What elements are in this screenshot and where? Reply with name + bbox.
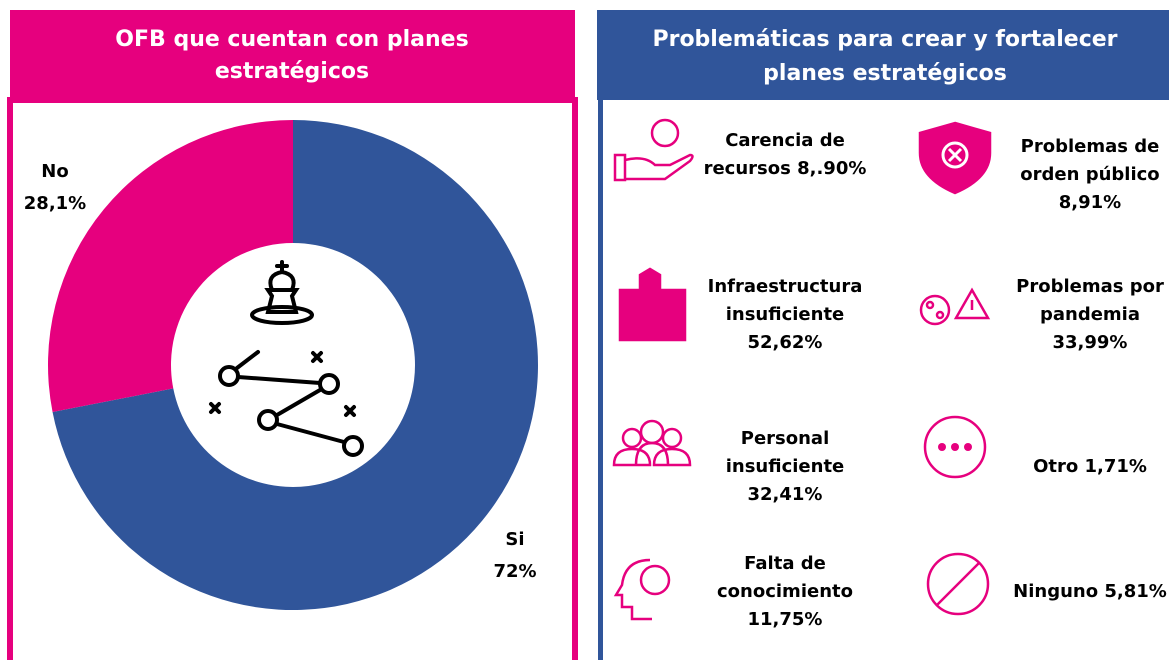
item-text: pandemia [1040, 304, 1140, 325]
item-text: orden público [1020, 164, 1159, 185]
item-text: insuficiente [726, 456, 845, 477]
item-text: 11,75% [748, 609, 823, 630]
problems-title-line: Problemáticas para crear y fortalecer [652, 27, 1117, 52]
item-text: Ninguno 5,81% [1013, 581, 1167, 602]
right-header [597, 10, 1169, 100]
item-text: Problemas de [1021, 136, 1160, 157]
item-text: Carencia de [725, 130, 845, 151]
item-text: Infraestructura [708, 276, 863, 297]
item-text: Problemas por [1016, 276, 1164, 297]
icons [612, 118, 992, 621]
slice-value: 72% [493, 561, 536, 582]
donut [47, 119, 538, 610]
strategy-icon [209, 260, 364, 457]
item-text: conocimiento [717, 581, 853, 602]
left-header [10, 10, 575, 100]
left-frame [7, 97, 578, 660]
slice-label: No [41, 161, 68, 182]
items: Carencia de recursos 8,.90% Problemas de or… [704, 130, 1167, 630]
item-text: recursos 8,.90% [704, 158, 867, 179]
item-text: 8,91% [1059, 192, 1121, 213]
right-border [598, 100, 603, 660]
item-text: Falta de [744, 553, 826, 574]
donut-slice [47, 119, 293, 412]
item-text: insuficiente [726, 304, 845, 325]
item-text: 32,41% [748, 484, 823, 505]
item-text: 52,62% [748, 332, 823, 353]
item-text: Otro 1,71% [1033, 456, 1147, 477]
slice-label: Si [505, 529, 524, 550]
item-text: Personal [741, 428, 830, 449]
slice-value: 28,1% [24, 193, 86, 214]
donut-slice [52, 120, 538, 610]
chart-title-line: OFB que cuentan con planes [115, 27, 468, 52]
chart-title-line: estratégicos [215, 59, 369, 84]
item-text: 33,99% [1053, 332, 1128, 353]
problems-title-line: planes estratégicos [763, 61, 1007, 86]
